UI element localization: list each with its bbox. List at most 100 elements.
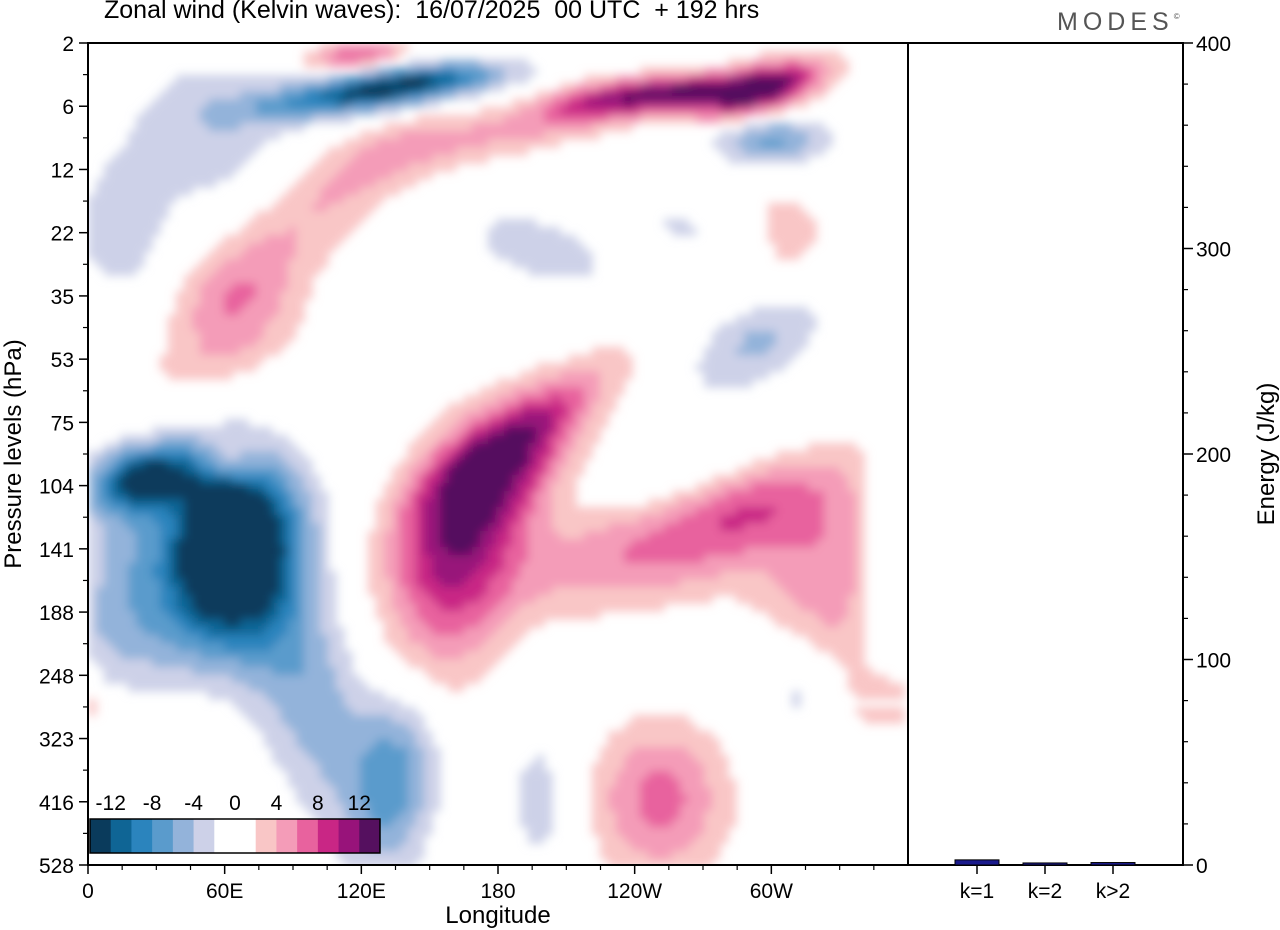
field-cell	[88, 611, 97, 620]
colorbar-frame	[89, 818, 381, 854]
field-cell	[296, 531, 305, 540]
field-cell	[512, 539, 529, 548]
field-cell	[536, 99, 553, 108]
field-cell	[696, 507, 737, 516]
field-cell	[304, 643, 329, 652]
field-cell	[760, 99, 777, 108]
field-cell	[184, 515, 281, 524]
field-cell	[752, 59, 785, 68]
field-cell	[552, 467, 561, 476]
field-cell	[752, 67, 809, 76]
field-cell	[256, 723, 289, 732]
field-cell	[200, 467, 217, 476]
field-cell	[496, 531, 513, 540]
field-cell	[224, 307, 241, 316]
field-cell	[552, 507, 665, 516]
field-cell	[336, 851, 425, 860]
field-cell	[192, 451, 209, 460]
field-cell	[128, 499, 185, 508]
field-cell	[168, 555, 177, 564]
field-cell	[504, 563, 521, 572]
field-cell	[280, 563, 289, 572]
field-cell	[496, 627, 529, 636]
field-cell	[344, 859, 417, 865]
field-cell	[856, 531, 865, 540]
colorbar-swatch	[90, 819, 112, 853]
field-cell	[472, 443, 529, 452]
field-cell	[408, 755, 425, 764]
field-cell	[520, 491, 529, 500]
field-cell	[576, 443, 593, 452]
field-cell	[88, 483, 97, 492]
field-cell	[408, 635, 489, 644]
field-cell	[488, 611, 513, 620]
field-cell	[480, 59, 529, 68]
field-cell	[96, 483, 105, 492]
field-cell	[720, 147, 745, 156]
field-cell	[400, 515, 417, 524]
field-cell	[192, 595, 273, 604]
field-cell	[416, 819, 433, 828]
field-cell	[704, 347, 737, 356]
field-cell	[712, 339, 745, 348]
field-cell	[376, 51, 393, 60]
field-cell	[512, 523, 529, 532]
field-cell	[416, 67, 457, 76]
field-cell	[320, 579, 337, 588]
field-cell	[440, 491, 505, 500]
field-cell	[296, 611, 305, 620]
field-cell	[432, 595, 481, 604]
field-cell	[360, 795, 409, 804]
field-cell	[400, 651, 433, 660]
field-cell	[584, 427, 601, 436]
field-cell	[472, 427, 489, 436]
field-cell	[464, 651, 505, 660]
field-cell	[624, 723, 697, 732]
field-cell	[288, 483, 305, 492]
field-cell	[104, 667, 193, 676]
field-cell	[624, 835, 697, 844]
field-cell	[808, 483, 849, 492]
field-cell	[608, 859, 713, 865]
field-cell	[416, 603, 441, 612]
field-cell	[512, 531, 529, 540]
field-cell	[104, 635, 161, 644]
field-cell	[280, 635, 305, 644]
field-cell	[312, 491, 329, 500]
field-cell	[144, 459, 169, 468]
field-cell	[736, 347, 769, 356]
field-cell	[496, 379, 537, 388]
field-cell	[240, 227, 289, 236]
field-cell	[568, 91, 585, 100]
field-cell	[296, 795, 337, 804]
field-cell	[712, 139, 737, 148]
field-cell	[400, 571, 417, 580]
field-cell	[640, 811, 681, 820]
field-cell	[168, 83, 281, 92]
field-cell	[440, 499, 505, 508]
field-cell	[680, 779, 705, 788]
field-cell	[496, 507, 513, 516]
field-cell	[448, 547, 473, 556]
field-cell	[416, 579, 441, 588]
field-cell	[272, 499, 281, 508]
field-cell	[168, 315, 193, 324]
field-cell	[264, 331, 297, 340]
field-cell	[528, 491, 537, 500]
field-cell	[592, 803, 609, 812]
field-cell	[88, 203, 169, 212]
field-cell	[176, 299, 201, 308]
field-cell	[392, 467, 409, 476]
field-cell	[200, 299, 225, 308]
field-cell	[392, 579, 401, 588]
field-cell	[704, 811, 737, 820]
field-cell	[536, 363, 633, 372]
field-cell	[840, 467, 865, 476]
field-cell	[608, 523, 665, 532]
field-cell	[808, 131, 833, 140]
field-cell	[88, 539, 105, 548]
field-cell	[288, 555, 297, 564]
field-cell	[392, 715, 425, 724]
field-cell	[536, 459, 545, 468]
field-cell	[88, 227, 161, 236]
